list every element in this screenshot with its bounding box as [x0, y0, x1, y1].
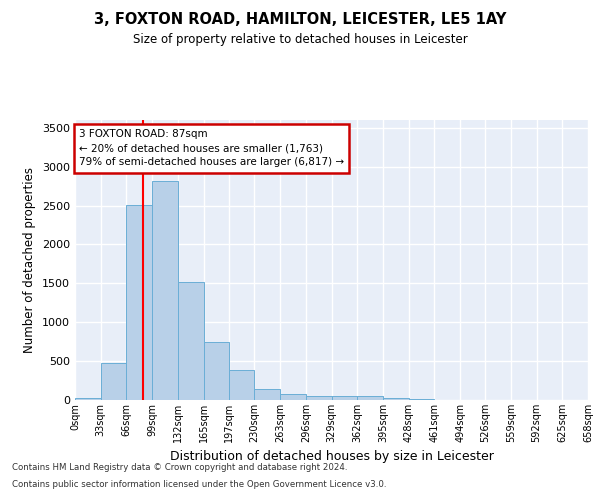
- Y-axis label: Number of detached properties: Number of detached properties: [23, 167, 37, 353]
- Bar: [306, 396, 331, 400]
- Bar: [357, 396, 383, 400]
- Bar: [152, 180, 178, 400]
- Text: Size of property relative to detached houses in Leicester: Size of property relative to detached ho…: [133, 32, 467, 46]
- Text: Contains HM Land Registry data © Crown copyright and database right 2024.: Contains HM Land Registry data © Crown c…: [12, 464, 347, 472]
- Bar: [409, 399, 434, 400]
- Bar: [280, 394, 306, 400]
- Bar: [178, 282, 203, 400]
- Bar: [75, 398, 101, 400]
- Bar: [101, 362, 127, 400]
- Text: 3, FOXTON ROAD, HAMILTON, LEICESTER, LE5 1AY: 3, FOXTON ROAD, HAMILTON, LEICESTER, LE5…: [94, 12, 506, 28]
- Text: 3 FOXTON ROAD: 87sqm
← 20% of detached houses are smaller (1,763)
79% of semi-de: 3 FOXTON ROAD: 87sqm ← 20% of detached h…: [79, 130, 344, 168]
- Bar: [383, 398, 409, 400]
- Bar: [254, 389, 280, 400]
- Text: Contains public sector information licensed under the Open Government Licence v3: Contains public sector information licen…: [12, 480, 386, 489]
- Bar: [127, 205, 152, 400]
- X-axis label: Distribution of detached houses by size in Leicester: Distribution of detached houses by size …: [170, 450, 493, 464]
- Bar: [203, 342, 229, 400]
- Bar: [331, 396, 357, 400]
- Bar: [229, 370, 254, 400]
